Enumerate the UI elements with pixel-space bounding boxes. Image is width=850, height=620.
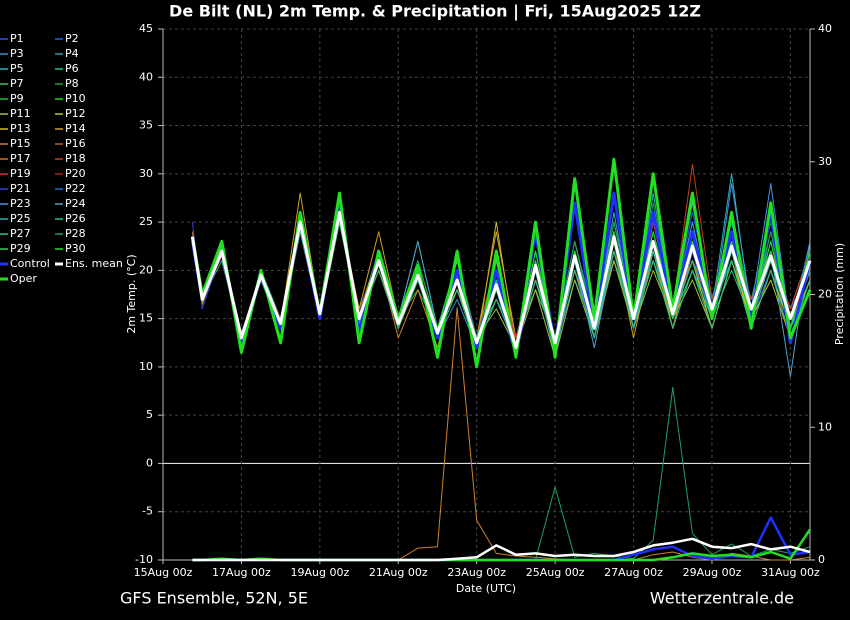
legend-label: Oper [10,272,37,285]
y-tick-label: 35 [139,119,153,132]
legend-label: P7 [10,77,24,90]
legend-label: P15 [10,137,31,150]
legend-label: P8 [65,77,79,90]
legend-label: P9 [10,92,24,105]
x-tick-label: 27Aug 00z [604,566,663,579]
legend-label: P5 [10,62,24,75]
legend-label: P14 [65,122,86,135]
temp-line [190,210,812,350]
y-tick-label: 15 [139,312,153,325]
legend-label: P19 [10,167,31,180]
legend-label: P1 [10,32,24,45]
chart-title: De Bilt (NL) 2m Temp. & Precipitation | … [169,2,701,22]
legend-label: P20 [65,167,86,180]
y2-tick-label: 10 [818,420,832,433]
x-tick-label: 25Aug 00z [526,566,585,579]
legend-label: P4 [65,47,79,60]
footer-right: Wetterzentrale.de [650,589,794,608]
x-tick-label: 19Aug 00z [290,566,349,579]
legend-label: P2 [65,32,79,45]
x-tick-label: 23Aug 00z [447,566,506,579]
y2-tick-label: 20 [818,288,832,301]
y2-tick-label: 0 [818,553,825,566]
legend-label: P24 [65,197,86,210]
y-tick-label: 40 [139,70,153,83]
legend-label: P13 [10,122,31,135]
temp-line [190,157,812,369]
legend-label: P21 [10,182,31,195]
precip-line [192,307,811,561]
y-axis-label: 2m Temp. (°C) [125,254,138,333]
legend-label: P22 [65,182,86,195]
legend-label: P27 [10,227,31,240]
x-tick-label: 31Aug 00z [761,566,820,579]
y-tick-label: 10 [139,360,153,373]
legend-label: P18 [65,152,86,165]
y-tick-label: 45 [139,22,153,35]
legend-label: P16 [65,137,86,150]
legend-label: P26 [65,212,86,225]
y-tick-label: -5 [142,505,153,518]
precip-line [192,386,811,561]
legend-label: P28 [65,227,86,240]
legend-label: P3 [10,47,24,60]
legend-label: P6 [65,62,79,75]
legend-label: P23 [10,197,31,210]
legend-label: P30 [65,242,86,255]
legend-label: P11 [10,107,31,120]
y2-axis-label: Precipitation (mm) [833,243,846,345]
x-tick-label: 17Aug 00z [212,566,271,579]
y2-tick-label: 40 [818,22,832,35]
x-axis-label: Date (UTC) [456,582,516,595]
y2-tick-label: 30 [818,155,832,168]
precip-line [192,537,811,562]
legend-label: P17 [10,152,31,165]
y-tick-label: 25 [139,215,153,228]
x-tick-label: 15Aug 00z [134,566,193,579]
x-tick-label: 21Aug 00z [369,566,428,579]
y-tick-label: 30 [139,167,153,180]
footer-left: GFS Ensemble, 52N, 5E [120,589,308,608]
y-tick-label: 5 [146,408,153,421]
legend-label: P12 [65,107,86,120]
y-tick-label: 20 [139,263,153,276]
legend-label: Ens. mean [65,257,123,270]
legend-label: P25 [10,212,31,225]
precip-line [192,528,812,562]
y-tick-label: 0 [146,456,153,469]
legend-label: Control [10,257,50,270]
legend-label: P29 [10,242,31,255]
x-tick-label: 29Aug 00z [683,566,742,579]
y-tick-label: -10 [135,553,153,566]
legend-label: P10 [65,92,86,105]
